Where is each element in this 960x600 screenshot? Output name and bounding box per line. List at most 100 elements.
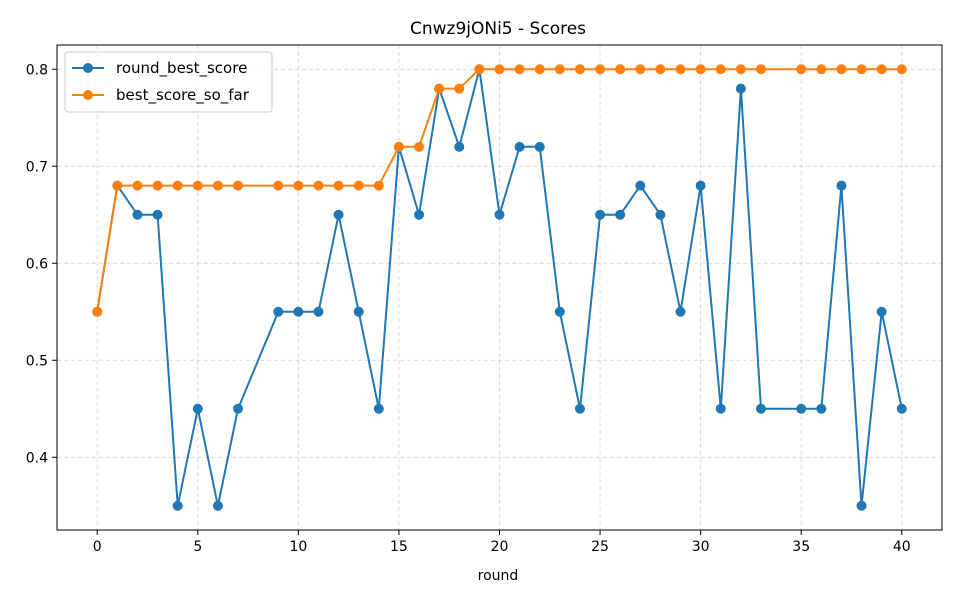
x-tick-label: 25 [591, 539, 609, 555]
data-point-round-best-score [293, 306, 304, 317]
data-point-best-score-so-far [816, 64, 827, 75]
data-point-best-score-so-far [876, 64, 887, 75]
data-point-best-score-so-far [192, 180, 203, 191]
data-point-round-best-score [192, 403, 203, 414]
data-point-round-best-score [494, 209, 505, 220]
data-point-round-best-score [695, 180, 706, 191]
data-point-best-score-so-far [856, 64, 867, 75]
data-point-round-best-score [796, 403, 807, 414]
data-point-round-best-score [514, 141, 525, 152]
data-point-round-best-score [333, 209, 344, 220]
data-point-best-score-so-far [534, 64, 545, 75]
data-point-round-best-score [675, 306, 686, 317]
data-point-best-score-so-far [233, 180, 244, 191]
x-axis-ticks: 0 5 10 15 20 25 30 35 40 [93, 530, 911, 555]
data-point-best-score-so-far [414, 141, 425, 152]
data-point-round-best-score [373, 403, 384, 414]
x-axis-label: round [478, 568, 519, 584]
x-tick-label: 10 [289, 539, 307, 555]
legend-label-best-score-so-far: best_score_so_far [116, 86, 250, 105]
data-point-best-score-so-far [574, 64, 585, 75]
y-tick-label: 0.5 [26, 353, 48, 369]
data-point-best-score-so-far [715, 64, 726, 75]
data-point-round-best-score [554, 306, 565, 317]
data-point-best-score-so-far [92, 306, 103, 317]
data-point-round-best-score [816, 403, 827, 414]
data-point-best-score-so-far [896, 64, 907, 75]
y-tick-label: 0.4 [26, 450, 48, 466]
data-point-round-best-score [856, 500, 867, 511]
data-point-round-best-score [313, 306, 324, 317]
data-point-best-score-so-far [796, 64, 807, 75]
data-point-best-score-so-far [152, 180, 163, 191]
data-point-best-score-so-far [373, 180, 384, 191]
data-point-best-score-so-far [675, 64, 686, 75]
data-point-best-score-so-far [333, 180, 344, 191]
data-point-round-best-score [353, 306, 364, 317]
legend-label-round-best-score: round_best_score [116, 59, 247, 78]
y-tick-label: 0.6 [26, 256, 48, 272]
x-tick-label: 35 [792, 539, 810, 555]
y-tick-label: 0.7 [26, 159, 48, 175]
data-point-round-best-score [876, 306, 887, 317]
chart-title: Cnwz9jONi5 - Scores [410, 19, 586, 39]
data-point-round-best-score [152, 209, 163, 220]
data-point-best-score-so-far [836, 64, 847, 75]
data-point-best-score-so-far [293, 180, 304, 191]
data-point-round-best-score [132, 209, 143, 220]
data-point-best-score-so-far [353, 180, 364, 191]
data-point-round-best-score [615, 209, 626, 220]
data-point-best-score-so-far [313, 180, 324, 191]
data-point-best-score-so-far [172, 180, 183, 191]
data-point-round-best-score [595, 209, 606, 220]
data-point-round-best-score [655, 209, 666, 220]
legend-box [64, 51, 273, 113]
data-point-round-best-score [635, 180, 646, 191]
y-axis-ticks: 0.4 0.5 0.6 0.7 0.8 [26, 62, 57, 466]
data-point-best-score-so-far [393, 141, 404, 152]
data-point-best-score-so-far [132, 180, 143, 191]
data-point-round-best-score [414, 209, 425, 220]
data-point-round-best-score [896, 403, 907, 414]
x-tick-label: 0 [93, 539, 102, 555]
data-point-round-best-score [172, 500, 183, 511]
data-point-best-score-so-far [615, 64, 626, 75]
data-point-round-best-score [836, 180, 847, 191]
data-point-best-score-so-far [434, 83, 445, 94]
data-point-best-score-so-far [735, 64, 746, 75]
data-point-round-best-score [534, 141, 545, 152]
data-point-best-score-so-far [595, 64, 606, 75]
data-point-best-score-so-far [474, 64, 485, 75]
data-point-best-score-so-far [454, 83, 465, 94]
x-tick-label: 15 [390, 539, 408, 555]
data-point-best-score-so-far [755, 64, 766, 75]
data-point-round-best-score [212, 500, 223, 511]
data-point-round-best-score [574, 403, 585, 414]
data-point-best-score-so-far [212, 180, 223, 191]
data-point-round-best-score [715, 403, 726, 414]
data-point-best-score-so-far [494, 64, 505, 75]
data-point-best-score-so-far [514, 64, 525, 75]
x-tick-label: 5 [193, 539, 202, 555]
data-point-round-best-score [233, 403, 244, 414]
y-tick-label: 0.8 [26, 62, 48, 78]
legend-marker-round-best-score [83, 63, 93, 73]
x-tick-label: 20 [491, 539, 509, 555]
data-point-best-score-so-far [112, 180, 123, 191]
x-tick-label: 40 [893, 539, 911, 555]
series-layer [92, 64, 907, 511]
legend-marker-best-score-so-far [83, 90, 93, 100]
x-tick-label: 30 [692, 539, 710, 555]
data-point-best-score-so-far [655, 64, 666, 75]
data-point-best-score-so-far [554, 64, 565, 75]
data-point-round-best-score [755, 403, 766, 414]
data-point-round-best-score [273, 306, 284, 317]
data-point-best-score-so-far [635, 64, 646, 75]
data-point-round-best-score [454, 141, 465, 152]
data-point-best-score-so-far [273, 180, 284, 191]
legend: round_best_score best_score_so_far [64, 51, 273, 113]
data-point-round-best-score [735, 83, 746, 94]
data-point-best-score-so-far [695, 64, 706, 75]
